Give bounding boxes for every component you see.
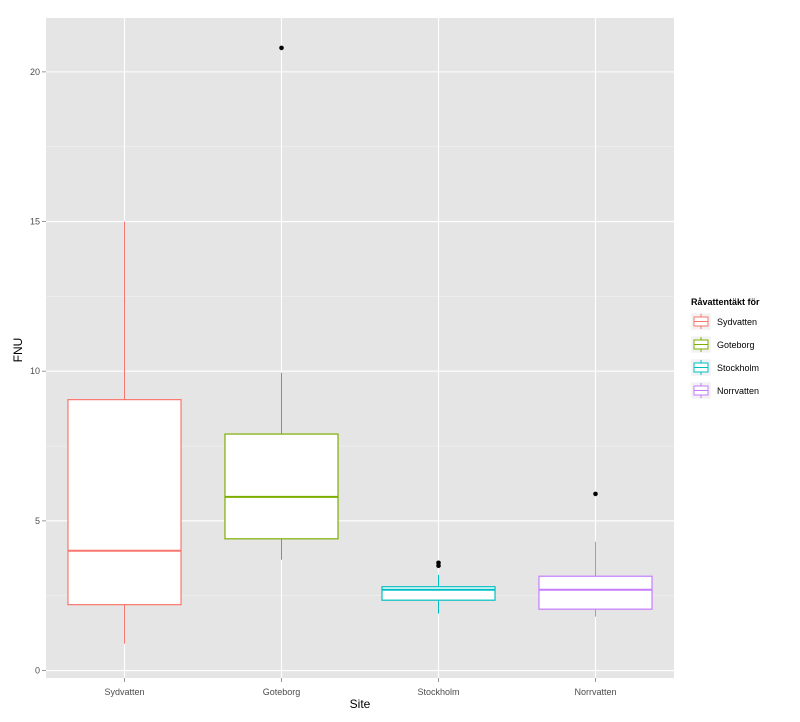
x-tick-label: Sydvatten xyxy=(104,687,144,697)
y-tick-label: 15 xyxy=(30,217,40,227)
box-goteborg xyxy=(224,45,339,560)
axes: 0 5 10 15 20 Sydvatten Goteborg Stockholm Norrva… xyxy=(30,67,617,697)
legend-item-goteborg: Goteborg xyxy=(690,335,755,354)
y-tick-label: 10 xyxy=(30,366,40,376)
legend-label: Goteborg xyxy=(717,340,755,350)
legend: Råvattentäkt för Sydvatten Goteborg Stockh… xyxy=(690,297,760,400)
outlier-point xyxy=(593,491,598,497)
y-tick-label: 5 xyxy=(35,516,40,526)
y-tick-label: 0 xyxy=(35,666,40,676)
box-stockholm xyxy=(381,560,496,614)
x-tick-label: Goteborg xyxy=(263,687,301,697)
legend-title: Råvattentäkt för xyxy=(691,297,760,307)
y-tick-label: 20 xyxy=(30,67,40,77)
box-norrvatten xyxy=(538,491,653,617)
legend-label: Sydvatten xyxy=(717,317,757,327)
x-tick-label: Norrvatten xyxy=(574,687,616,697)
x-tick-label: Stockholm xyxy=(417,687,459,697)
legend-label: Norrvatten xyxy=(717,386,759,396)
legend-item-stockholm: Stockholm xyxy=(690,358,759,377)
x-axis-title: Site xyxy=(350,697,371,711)
outlier-point xyxy=(279,45,284,51)
box-body xyxy=(224,433,339,540)
outlier-point xyxy=(436,560,441,566)
legend-item-sydvatten: Sydvatten xyxy=(690,312,757,331)
box-body xyxy=(538,575,653,610)
legend-item-norrvatten: Norrvatten xyxy=(690,381,759,400)
box-body xyxy=(67,399,182,606)
box-series xyxy=(67,45,653,644)
legend-label: Stockholm xyxy=(717,363,759,373)
y-axis-title: FNU xyxy=(11,338,25,363)
box-sydvatten xyxy=(67,221,182,644)
